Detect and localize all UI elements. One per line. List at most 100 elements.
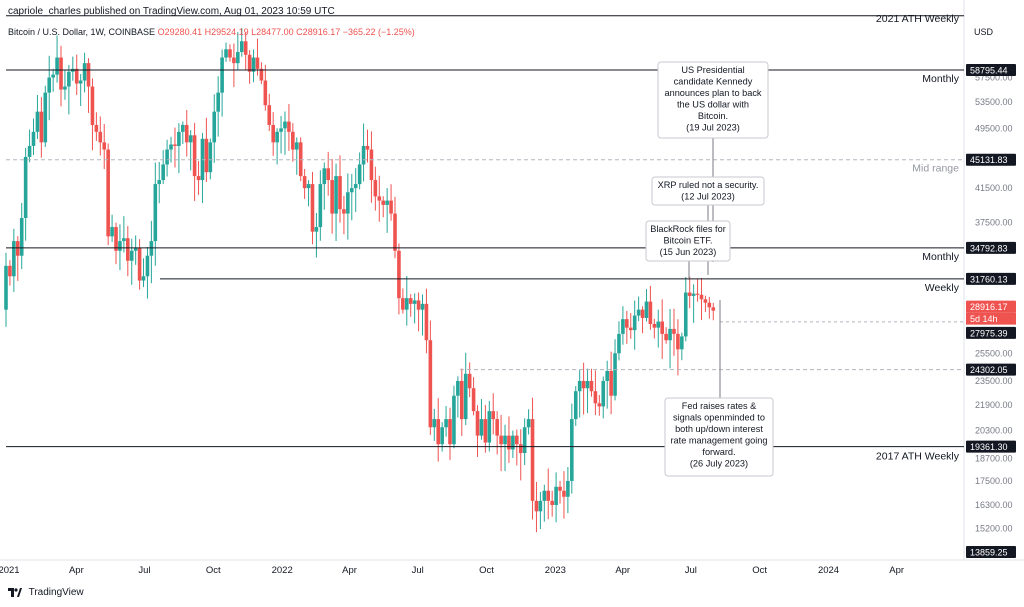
candle-body[interactable] — [389, 200, 393, 214]
candle-body[interactable] — [699, 294, 704, 300]
candle-body[interactable] — [251, 57, 256, 72]
candle-body[interactable] — [487, 411, 492, 443]
candle-body[interactable] — [342, 209, 346, 214]
candle-body[interactable] — [165, 149, 169, 165]
candle-body[interactable] — [436, 419, 441, 445]
candle-body[interactable] — [8, 265, 12, 277]
candle-body[interactable] — [349, 188, 354, 193]
candle-body[interactable] — [137, 247, 142, 281]
candle-body[interactable] — [687, 292, 692, 296]
candle-body[interactable] — [23, 156, 28, 219]
candle-body[interactable] — [456, 380, 460, 396]
candle-body[interactable] — [707, 302, 712, 308]
candle-body[interactable] — [114, 227, 118, 251]
candle-body[interactable] — [239, 41, 244, 53]
candle-body[interactable] — [495, 419, 499, 436]
candle-body[interactable] — [585, 380, 590, 389]
candle-body[interactable] — [310, 184, 315, 232]
candle-body[interactable] — [110, 227, 114, 237]
candle-body[interactable] — [475, 411, 480, 436]
candle-body[interactable] — [534, 500, 539, 512]
candle-body[interactable] — [593, 391, 598, 404]
candle-body[interactable] — [196, 176, 201, 181]
candle-body[interactable] — [416, 300, 421, 310]
candle-body[interactable] — [672, 328, 676, 334]
candle-body[interactable] — [526, 419, 531, 428]
candle-body[interactable] — [440, 427, 444, 445]
candle-body[interactable] — [491, 411, 496, 420]
candle-body[interactable] — [236, 52, 240, 64]
candle-body[interactable] — [129, 250, 134, 261]
candle-body[interactable] — [467, 373, 472, 389]
candle-body[interactable] — [377, 196, 382, 201]
candle-body[interactable] — [369, 149, 374, 181]
candle-body[interactable] — [232, 57, 236, 64]
candle-body[interactable] — [12, 241, 16, 277]
candle-body[interactable] — [503, 435, 507, 445]
candle-body[interactable] — [247, 54, 252, 72]
candle-body[interactable] — [74, 68, 79, 84]
candle-body[interactable] — [330, 180, 334, 214]
candle-body[interactable] — [597, 403, 602, 407]
candle-body[interactable] — [444, 419, 448, 428]
annotation-box-3[interactable] — [664, 397, 774, 477]
annotation-box-1[interactable] — [651, 176, 765, 206]
candle-body[interactable] — [27, 145, 32, 157]
candle-body[interactable] — [314, 227, 319, 232]
tradingview-footer[interactable]: TradingView — [8, 587, 84, 598]
candle-body[interactable] — [511, 435, 515, 450]
candle-body[interactable] — [680, 336, 684, 350]
candle-body[interactable] — [169, 144, 173, 150]
candle-body[interactable] — [287, 121, 291, 132]
candle-body[interactable] — [271, 124, 275, 143]
candle-body[interactable] — [385, 200, 389, 205]
candle-body[interactable] — [224, 49, 228, 58]
candle-body[interactable] — [381, 200, 386, 205]
candle-body[interactable] — [47, 77, 52, 93]
candle-body[interactable] — [346, 192, 350, 214]
candle-body[interactable] — [432, 419, 437, 428]
candle-body[interactable] — [275, 131, 279, 143]
candle-body[interactable] — [283, 121, 287, 129]
candle-body[interactable] — [212, 111, 217, 143]
candle-body[interactable] — [188, 135, 193, 143]
candle-body[interactable] — [102, 142, 107, 150]
candle-body[interactable] — [573, 391, 578, 420]
candle-body[interactable] — [294, 142, 299, 150]
candle-body[interactable] — [82, 63, 87, 81]
candle-body[interactable] — [656, 321, 661, 328]
candle-body[interactable] — [613, 353, 617, 396]
candle-body[interactable] — [106, 149, 110, 237]
candle-body[interactable] — [122, 238, 126, 242]
candle-body[interactable] — [255, 57, 260, 69]
candle-body[interactable] — [19, 218, 24, 256]
candle-body[interactable] — [676, 333, 680, 350]
candle-body[interactable] — [263, 80, 268, 106]
candle-body[interactable] — [322, 168, 327, 185]
candle-body[interactable] — [570, 419, 574, 481]
candle-body[interactable] — [279, 128, 283, 132]
candle-body[interactable] — [220, 57, 224, 93]
candle-body[interactable] — [424, 303, 429, 341]
candle-body[interactable] — [695, 293, 700, 295]
candle-body[interactable] — [173, 144, 177, 146]
candle-body[interactable] — [318, 184, 323, 228]
candle-body[interactable] — [518, 444, 523, 454]
candle-body[interactable] — [306, 184, 311, 189]
candle-body[interactable] — [428, 340, 433, 428]
candle-body[interactable] — [39, 111, 44, 143]
candle-body[interactable] — [566, 480, 570, 497]
candle-body[interactable] — [554, 486, 558, 505]
candle-body[interactable] — [589, 380, 594, 392]
candle-body[interactable] — [628, 327, 633, 331]
candle-body[interactable] — [90, 86, 95, 125]
candle-body[interactable] — [605, 371, 609, 381]
candle-body[interactable] — [35, 111, 40, 132]
candle-body[interactable] — [67, 71, 71, 87]
candle-body[interactable] — [192, 135, 197, 177]
candle-body[interactable] — [609, 371, 613, 396]
candle-body[interactable] — [353, 184, 358, 189]
candle-body[interactable] — [55, 57, 59, 75]
candle-body[interactable] — [625, 319, 629, 328]
